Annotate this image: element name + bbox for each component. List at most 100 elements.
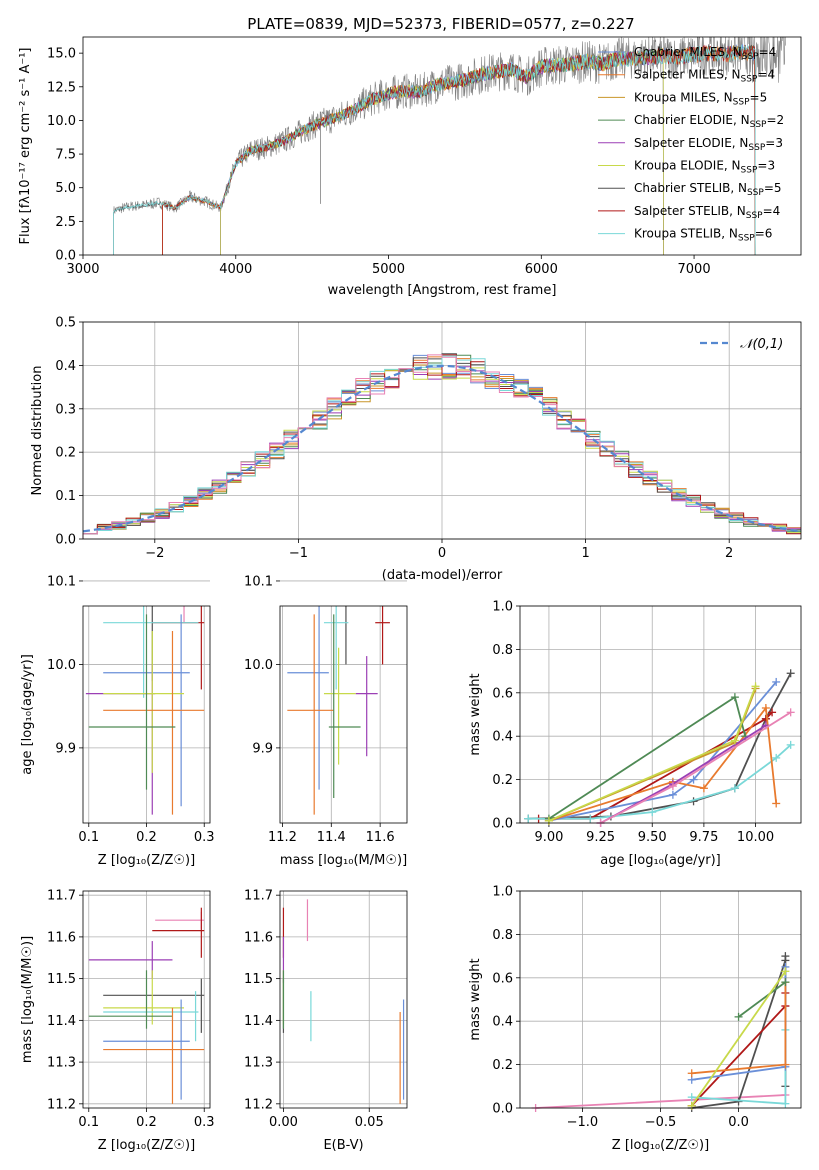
legend-entry: Salpeter ELODIE, NSSP=3 <box>634 136 783 153</box>
axes-frame <box>82 890 211 1109</box>
data-point-kroupa-stelib <box>323 606 349 690</box>
data-point-salpeter-elodie <box>355 656 378 757</box>
model-spectrum-kroupa-stelib <box>113 44 756 255</box>
data-point-kroupa-stelib <box>103 991 199 1042</box>
spectrum-lines <box>113 37 786 255</box>
data-point-chabrier-miles <box>287 606 329 790</box>
y-tick-label: 9.9 <box>55 741 76 756</box>
y-tick-label: 0.0 <box>55 533 76 548</box>
data-point-salpeter-stelib <box>152 907 205 958</box>
y-tick-label: 15.0 <box>47 47 76 62</box>
x-tick-label: 0.2 <box>136 1115 157 1130</box>
y-tick-label: 11.5 <box>244 972 273 987</box>
legend-entry: Salpeter MILES, NSSP=4 <box>634 68 775 85</box>
series-line <box>690 970 787 1107</box>
x-tick-label: 2 <box>725 546 733 561</box>
y-tick-label: 11.4 <box>244 1014 273 1029</box>
weight-series <box>524 669 795 827</box>
weight-vs-age-panel: 9.00 9.25 9.50 9.75 10.00 0.0 0.2 0.4 0.6 0.8 1.0 a… <box>468 600 802 868</box>
y-tick-label: 0.0 <box>55 249 76 264</box>
x-tick-label: 11.6 <box>366 830 395 845</box>
y-tick-label: 11.6 <box>47 930 76 945</box>
axes-frame <box>279 890 408 1109</box>
x-axis-label: mass [log₁₀(M/M☉)] <box>280 853 407 868</box>
data-point-salpeter-elodie <box>88 941 173 979</box>
x-tick-label: 0.2 <box>136 830 157 845</box>
error-bars <box>85 606 205 815</box>
x-tick-label: 11.2 <box>268 830 297 845</box>
axes-frame <box>279 605 408 824</box>
axes-frame <box>82 605 211 824</box>
y-tick-label: 0.3 <box>55 402 76 417</box>
x-tick-label: 7000 <box>678 262 711 277</box>
x-tick-label: 0.05 <box>355 1115 384 1130</box>
data-point-salpeter-miles <box>287 614 334 815</box>
error-bars <box>282 899 405 1104</box>
x-tick-label: 0.3 <box>194 830 215 845</box>
y-tick-label: 0.8 <box>492 643 513 658</box>
mass-vs-metallicity-panel: 0.1 0.2 0.3 11.2 11.3 11.4 11.5 11.6 11.7 Z [log₁… <box>20 889 215 1153</box>
axes-frame <box>82 321 802 540</box>
data-point-salpeter-elodie <box>85 664 156 815</box>
y-axis-label: mass [log₁₀(M/M☉)] <box>20 936 35 1063</box>
age-vs-metallicity-panel: 0.1 0.2 0.3 9.9 10.0 10.1 Z [log₁₀(Z/Z☉)] age [… <box>20 574 215 868</box>
y-tick-label: 11.2 <box>47 1097 76 1112</box>
y-tick-label: 11.4 <box>47 1014 76 1029</box>
y-tick-label: 11.7 <box>47 889 76 904</box>
x-tick-label: 10.00 <box>737 830 774 845</box>
y-tick-label: 5.0 <box>55 181 76 196</box>
y-tick-label: 0.1 <box>55 489 76 504</box>
series-line <box>738 981 786 1018</box>
data-point-salpeter-miles <box>103 631 205 815</box>
y-tick-label: 12.5 <box>47 80 76 95</box>
y-tick-label: 0.8 <box>492 928 513 943</box>
legend-entry: 𝒩(0,1) <box>740 337 783 352</box>
x-tick-label: 9.50 <box>638 830 667 845</box>
y-axis-label: age [log₁₀(age/yr)] <box>20 654 35 775</box>
series-kroupa-stelib <box>524 740 795 823</box>
legend-entry: Chabrier MILES, NSSP=4 <box>634 45 776 62</box>
axes-frame <box>519 890 802 1109</box>
x-tick-label: 1 <box>581 546 589 561</box>
x-axis-label: Z [log₁₀(Z/Z☉)] <box>98 1138 195 1153</box>
axes-frame <box>82 36 802 256</box>
x-tick-label: −1.0 <box>567 1115 599 1130</box>
series-salpeter-miles <box>544 703 781 825</box>
spectrum-panel: 3000 4000 5000 6000 7000 0.0 2.5 5.0 7.5 10.0 12.5… <box>18 36 802 298</box>
y-tick-label: 0.4 <box>55 359 76 374</box>
y-tick-label: 0.0 <box>492 817 513 832</box>
data-point-salpeter-stelib <box>375 606 390 665</box>
y-tick-label: 1.0 <box>492 600 513 615</box>
series-line <box>528 744 792 820</box>
x-tick-label: 3000 <box>66 262 99 277</box>
data-point-kroupa-stelib <box>103 606 199 698</box>
data-point-pink <box>183 606 185 623</box>
data-point-kroupa-elodie <box>103 631 185 773</box>
x-axis-label: Z [log₁₀(Z/Z☉)] <box>612 1138 709 1153</box>
y-tick-label: 0.4 <box>492 730 513 745</box>
y-tick-label: 9.9 <box>252 741 273 756</box>
residuals-panel: −2 −1 0 1 2 0.0 0.1 0.2 0.3 0.4 0.5 (data-model)/er… <box>30 316 802 583</box>
y-tick-label: 7.5 <box>55 148 76 163</box>
axes-frame <box>519 605 802 824</box>
x-tick-label: 4000 <box>219 262 252 277</box>
x-axis-label: age [log₁₀(age/yr)] <box>600 853 721 868</box>
x-tick-label: 0 <box>438 546 446 561</box>
y-axis-label: Normed distribution <box>30 366 45 496</box>
y-tick-label: 0.2 <box>492 1058 513 1073</box>
mass-vs-ebv-panel: 0.00 0.05 11.2 11.3 11.4 11.5 11.6 11.7 E(B-V) <box>244 889 408 1153</box>
x-tick-label: 9.00 <box>534 830 563 845</box>
x-axis-label: wavelength [Angstrom, rest frame] <box>328 283 557 298</box>
error-bars <box>287 606 390 815</box>
normal-curve <box>82 364 802 533</box>
age-vs-mass-panel: 11.2 11.4 11.6 9.9 10.0 10.1 mass [log₁₀(M/M☉)… <box>244 574 408 868</box>
y-tick-label: 11.3 <box>47 1056 76 1071</box>
x-axis-label: (data-model)/error <box>382 568 503 583</box>
x-tick-label: −2 <box>145 546 164 561</box>
y-tick-label: 10.1 <box>244 574 273 589</box>
data-point-kroupa-elodie <box>323 647 356 765</box>
y-tick-label: 10.0 <box>47 114 76 129</box>
legend-entry: Chabrier ELODIE, NSSP=2 <box>634 113 784 130</box>
weight-vs-metallicity-panel: −1.0 −0.5 0.0 0.0 0.2 0.4 0.6 0.8 1.0 Z [log₁₀(Z/… <box>468 885 802 1153</box>
